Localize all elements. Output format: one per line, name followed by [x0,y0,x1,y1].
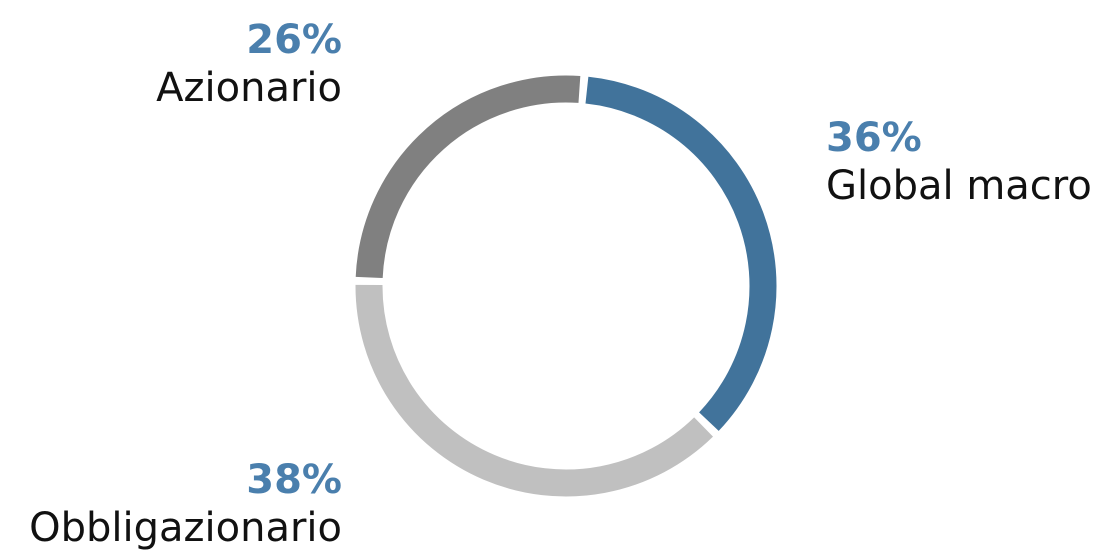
slice-obbligazionario [355,284,714,497]
slice-name-global-macro: Global macro [826,163,1092,209]
slice-label-obbligazionario: 38% Obbligazionario [29,460,342,548]
slice-azionario [355,75,581,279]
slice-label-azionario: 26% Azionario [156,20,342,108]
slice-percent-global-macro: 36% [826,115,922,161]
slice-name-obbligazionario: Obbligazionario [29,505,342,551]
donut-slices [355,75,777,497]
slice-global-macro [585,76,777,431]
slice-percent-obbligazionario: 38% [246,457,342,503]
slice-label-global-macro: 36% Global macro [826,118,1092,206]
slice-percent-azionario: 26% [246,17,342,63]
slice-name-azionario: Azionario [156,65,342,111]
